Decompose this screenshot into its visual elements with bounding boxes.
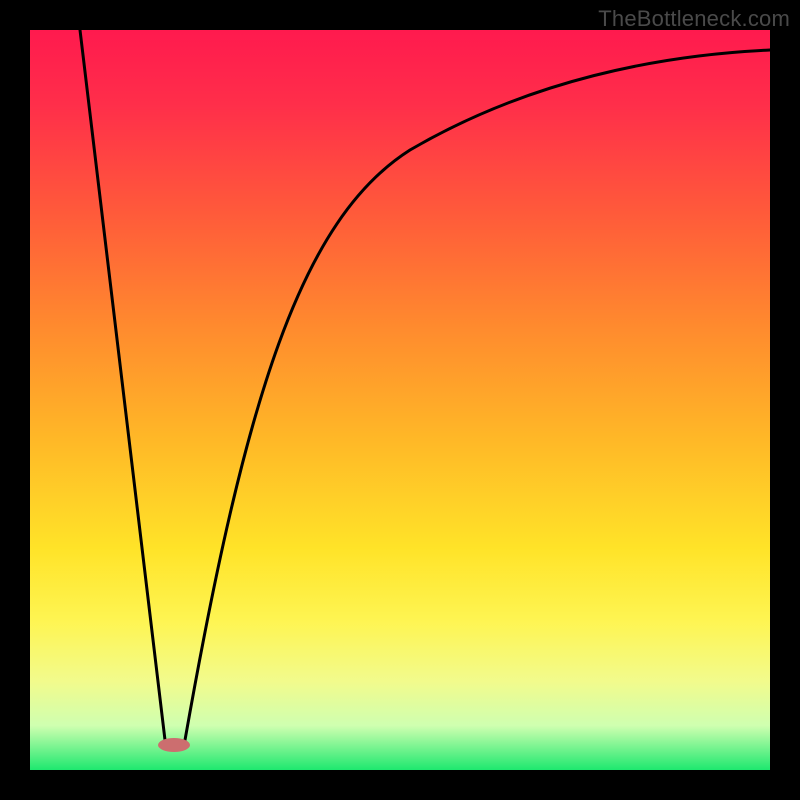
watermark-text: TheBottleneck.com bbox=[598, 6, 790, 32]
plot-area bbox=[30, 30, 770, 770]
bottleneck-chart bbox=[0, 0, 800, 800]
optimal-point-marker bbox=[158, 738, 190, 752]
